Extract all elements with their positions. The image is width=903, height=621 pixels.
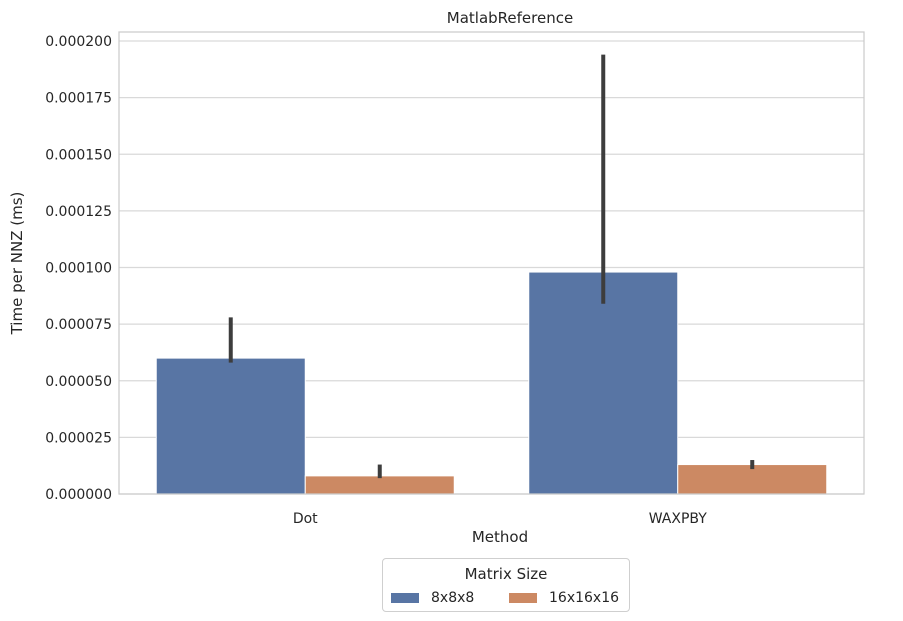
legend-entry-8x8x8: 8x8x8 <box>391 589 474 607</box>
legend-label-16x16x16: 16x16x16 <box>549 590 620 606</box>
bar-waxpby-8x8x8 <box>528 271 679 495</box>
y-tick-label: 0.000150 <box>45 147 112 163</box>
y-tick-label: 0.000000 <box>45 487 112 503</box>
bar-dot-8x8x8 <box>155 357 306 495</box>
plot-frame <box>118 31 865 495</box>
y-tick-label: 0.000050 <box>45 374 112 390</box>
y-tick-label: 0.000175 <box>45 91 112 107</box>
legend-title: Matrix Size <box>464 565 548 583</box>
y-tick-label: 0.000025 <box>45 430 112 446</box>
legend: Matrix Size 8x8x8 16x16x16 <box>382 558 630 612</box>
legend-label-8x8x8: 8x8x8 <box>431 590 475 606</box>
y-tick-label: 0.000075 <box>45 317 112 333</box>
bar-dot-16x16x16 <box>304 475 455 495</box>
x-tick-label-dot: Dot <box>293 511 318 527</box>
legend-entry-16x16x16: 16x16x16 <box>509 589 619 607</box>
x-tick-labels: Dot WAXPBY <box>293 511 707 527</box>
y-tick-label: 0.000200 <box>45 34 112 50</box>
chart-title: MatlabReference <box>447 9 573 27</box>
error-bars <box>228 54 755 479</box>
x-axis-label: Method <box>472 528 528 546</box>
y-tick-label: 0.000100 <box>45 261 112 277</box>
bar-waxpby-16x16x16 <box>677 464 828 495</box>
x-tick-label-waxpby: WAXPBY <box>649 511 708 527</box>
y-axis-label: Time per NNZ (ms) <box>8 192 26 336</box>
legend-swatch-8x8x8 <box>391 593 419 603</box>
y-tick-labels: 0.000000 0.000025 0.000050 0.000075 0.000100… <box>45 34 112 503</box>
y-tick-label: 0.000125 <box>45 204 112 220</box>
legend-swatch-16x16x16 <box>509 593 537 603</box>
bars <box>155 271 828 495</box>
